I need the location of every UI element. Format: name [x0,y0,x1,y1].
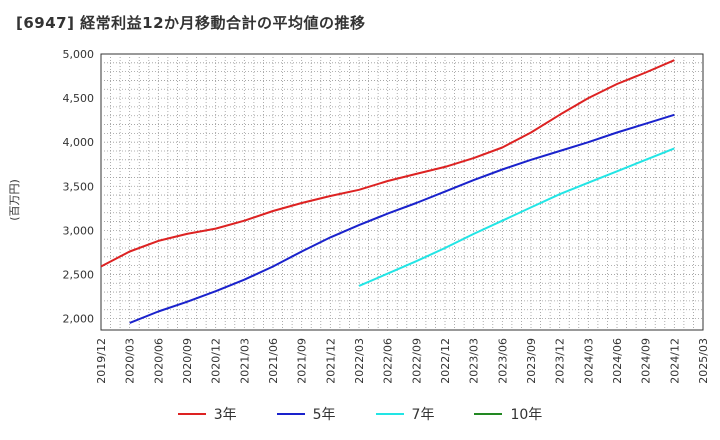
x-tick-label: 2020/09 [181,338,194,384]
y-axis-label: (百万円) [8,179,21,221]
legend-swatch [276,413,305,415]
y-axis-ticks: 2,000 2,500 3,000 3,500 4,000 4,500 5,000 [63,48,95,326]
x-tick-label: 2023/06 [496,338,509,384]
x-tick-label: 2023/09 [525,338,538,384]
legend-label: 3年 [213,407,237,423]
y-tick-label: 2,500 [63,268,95,281]
x-tick-label: 2024/06 [611,338,624,384]
chart-title: [6947] 経常利益12か月移動合計の平均値の推移 [16,14,366,32]
legend-item: 3年 [177,404,237,424]
x-tick-label: 2024/09 [640,338,653,384]
series-line [129,113,675,324]
x-axis-ticks: 2019/12 2020/03 2020/06 2020/09 2020/12 2021/… [95,338,710,384]
x-tick-label: 2021/03 [238,338,251,384]
x-tick-label: 2021/09 [296,338,309,384]
grid-layer [100,53,704,331]
y-tick-label: 4,000 [63,136,95,149]
y-tick-label: 3,500 [63,180,95,193]
legend-item: 10年 [474,404,542,424]
legend-label: 5年 [312,407,336,423]
x-tick-label: 2020/03 [124,338,137,384]
x-tick-label: 2024/12 [668,338,681,384]
x-tick-label: 2024/03 [582,338,595,384]
x-tick-label: 2021/12 [324,338,337,384]
legend-swatch [375,413,404,415]
x-tick-label: 2019/12 [95,338,108,384]
series-layer [100,59,675,324]
x-tick-label: 2021/06 [267,338,280,384]
legend: 3年 5年 7年 10年 [0,402,720,426]
plot-area [100,53,704,331]
legend-swatch [474,413,503,415]
x-tick-label: 2023/03 [468,338,481,384]
y-tick-label: 3,000 [63,224,95,237]
x-tick-label: 2022/12 [439,338,452,384]
x-tick-label: 2022/06 [382,338,395,384]
series-line [358,147,675,287]
legend-swatch [177,413,206,415]
legend-item: 5年 [276,404,336,424]
x-tick-label: 2022/09 [410,338,423,384]
x-tick-label: 2023/12 [554,338,567,384]
x-tick-label: 2022/03 [353,338,366,384]
legend-item: 7年 [375,404,435,424]
y-tick-label: 4,500 [63,92,95,105]
legend-label: 10年 [510,407,543,423]
x-tick-label: 2020/12 [210,338,223,384]
x-tick-label: 2020/06 [152,338,165,384]
y-tick-label: 2,000 [63,313,95,326]
legend-label: 7年 [411,407,435,423]
series-line [100,59,675,268]
x-tick-label: 2025/03 [697,338,710,384]
y-tick-label: 5,000 [63,48,95,61]
